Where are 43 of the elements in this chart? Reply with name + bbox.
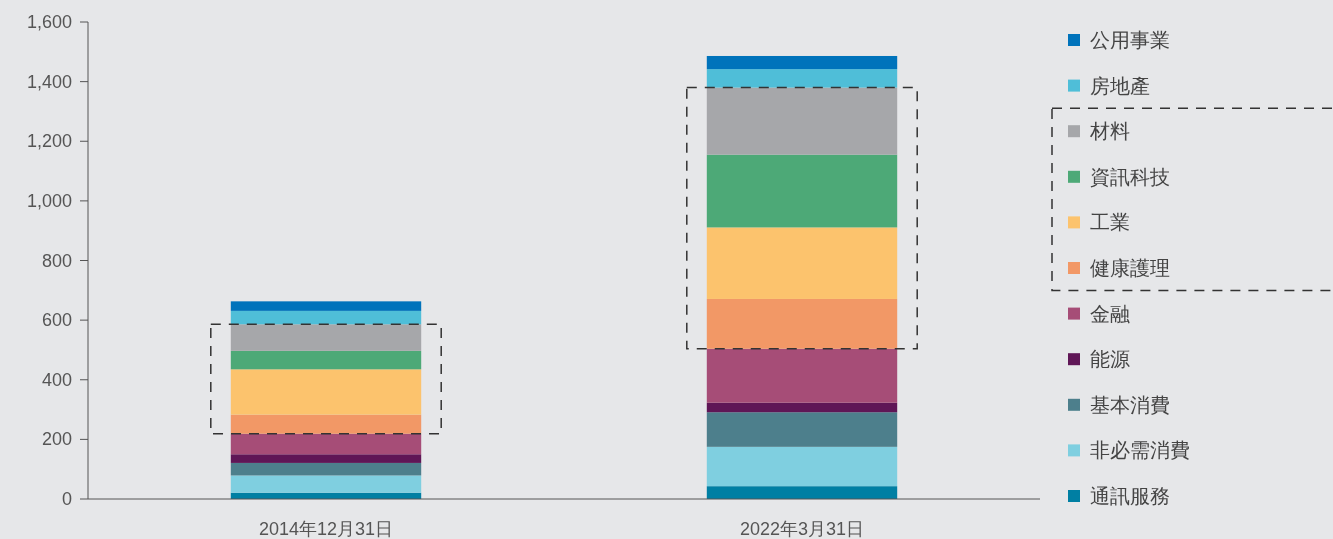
bar [706,402,898,413]
legend-label: 能源 [1090,348,1130,371]
legend-label: 非必需消費 [1090,439,1190,462]
legend-label: 通訊服務 [1090,485,1170,507]
y-tick-label: 200 [41,429,72,450]
legend-label: 房地產 [1090,74,1150,97]
legend-label: 金融 [1090,302,1130,325]
x-tick-label: 2022年3月31日 [739,519,865,539]
bar [230,454,422,463]
y-tick-label: 0 [61,489,72,509]
y-tick-label: 1,000 [26,190,72,211]
legend-label: 公用事業 [1090,29,1170,51]
bar [706,348,898,403]
bar [706,87,898,155]
legend-label: 資訊科技 [1090,165,1170,188]
y-tick-label: 1,400 [26,71,72,92]
bar [230,433,422,455]
legend-label: 材料 [1089,120,1130,143]
bar [230,350,422,370]
bar [706,486,898,499]
bar [706,69,898,88]
y-tick-label: 1,200 [26,131,72,152]
legend-label: 健康護理 [1090,257,1170,279]
bar [230,310,422,325]
bar [706,298,898,349]
x-tick-label: 2014年12月31日 [258,519,394,539]
bar [706,154,898,228]
y-tick-label: 400 [41,369,72,390]
y-tick-label: 600 [41,310,72,331]
y-tick-label: 1,600 [26,12,72,32]
y-tick-label: 800 [41,250,72,271]
bar [706,412,898,447]
bar [230,414,422,434]
bar [230,324,422,351]
legend-label: 工業 [1090,211,1130,234]
bar [230,369,422,415]
bar [230,475,422,493]
legend-label: 基本消費 [1090,393,1170,416]
bar [230,462,422,476]
bar [706,446,898,487]
bar [230,301,422,311]
bar [706,227,898,299]
bar [706,55,898,70]
